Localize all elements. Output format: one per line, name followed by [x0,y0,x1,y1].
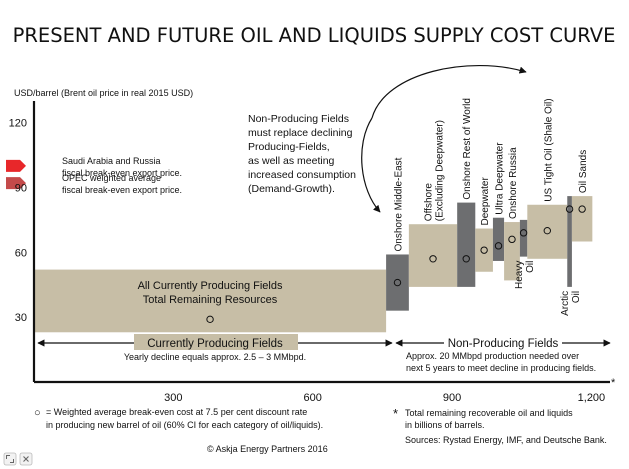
x-tick-1-200: 1,200 [578,392,606,404]
bar-oil-sands [571,196,593,242]
bar-label-all-currently-producing-fields: All Currently Producing Fields Total Rema… [138,280,283,306]
break-even-label: OPEC weighted average fiscal break-even e… [62,173,182,195]
cost-bars [34,196,593,333]
x-tick-900: 900 [443,392,461,404]
avg-marker-us-tight-oil-shale-oil [543,226,551,235]
bar-onshore-rest-of-world [457,202,476,287]
non-producing-note: Non-Producing Fields must replace declin… [248,113,359,195]
bar-label-deepwater: Deepwater [480,177,491,226]
break-even-arrow-icon [6,177,26,190]
bar-ultra-deepwater [492,217,505,261]
bar-label-arctic-oil: ArcticOil [560,291,582,316]
copyright: © Askja Energy Partners 2016 [207,444,328,454]
non-producing-label: Non-Producing Fields [448,338,559,350]
avg-marker-ultra-deepwater [494,242,503,250]
footnote-circle-note: = Weighted average break-even cost at 7.… [46,407,323,430]
non-producing-label-bg [444,335,562,349]
avg-marker-oil-sands [578,205,586,213]
footnote-star-note: Total remaining recoverable oil and liqu… [405,408,575,430]
fullscreen-icon[interactable] [3,452,17,466]
break-even-label: Saudi Arabia and Russia fiscal break-even… [62,156,182,178]
bar-label-offshore-excluding-deepwater: Offshore(Excluding Deepwater) [424,120,446,221]
average-markers [206,205,586,324]
y-tick-60: 60 [15,247,27,259]
chart-title: PRESENT AND FUTURE OIL AND LIQUIDS SUPPL… [13,24,616,47]
x-tick-300: 300 [164,392,182,404]
avg-marker-offshore-excluding-deepwater [429,255,437,263]
avg-marker-heavy-oil [519,229,528,237]
avg-marker-deepwater [480,246,488,254]
footnote-star-symbol: * [393,406,398,421]
x-axis-star: * [611,377,616,389]
avg-marker-onshore-middle-east [393,278,402,287]
currently-producing-label-bg [134,334,298,350]
bar-heavy-oil [519,219,528,257]
break-even-marker-1: Saudi Arabia and Russia fiscal break-even… [6,156,182,178]
curved-arrow-down [361,117,381,213]
avg-marker-arctic-oil [565,205,574,213]
bar-arctic-oil [567,196,572,287]
sources-note: Sources: Rystad Energy, IMF, and Deutsch… [405,435,607,445]
avg-marker-onshore-russia [508,235,516,244]
bar-deepwater [475,228,493,272]
footnote-circle-symbol: ○ [34,407,41,419]
close-icon[interactable] [19,452,33,466]
y-tick-90: 90 [15,182,27,194]
y-tick-30: 30 [15,312,27,324]
bar-label-onshore-rest-of-world: Onshore Rest of World [462,98,473,200]
bar-label-ultra-deepwater: Ultra Deepwater [495,142,506,215]
currently-producing-sub: Yearly decline equals approx. 2.5 – 3 MM… [124,352,306,362]
bar-us-tight-oil-shale-oil [527,204,568,259]
non-producing-sub: Approx. 20 MMbpd production needed over … [406,351,596,373]
currently-producing-label: Currently Producing Fields [147,338,283,350]
y-tick-labels: 30 60 90 120 [9,118,27,325]
bar-label-us-tight-oil-shale-oil: US Tight Oil (Shale Oil) [543,98,554,201]
bar-label-oil-sands: Oil Sands [578,150,589,193]
avg-marker-onshore-rest-of-world [462,255,470,263]
bar-label-heavy-oil: HeavyOil [514,261,536,289]
curved-arrow-to-right [371,65,527,119]
break-even-marker-2: OPEC weighted average fiscal break-even e… [6,173,182,195]
y-axis-label: USD/barrel (Brent oil price in real 2015… [14,88,193,98]
break-even-arrow-icon [6,159,26,172]
bar-label-onshore-russia: Onshore Russia [508,147,519,219]
break-even-markers: Saudi Arabia and Russia fiscal break-even… [6,156,182,195]
bar-onshore-middle-east [386,254,409,311]
x-tick-600: 600 [304,392,322,404]
bar-all-currently-producing-fields [34,269,387,333]
avg-marker-all-currently-producing-fields [206,315,214,324]
bar-label-onshore-middle-east: Onshore Middle-East [393,157,404,251]
x-tick-labels: 300 600 900 1,200 [164,392,605,404]
y-tick-120: 120 [9,118,27,130]
bar-onshore-russia [504,222,520,281]
bar-labels: All Currently Producing Fields Total Rema… [138,98,590,316]
